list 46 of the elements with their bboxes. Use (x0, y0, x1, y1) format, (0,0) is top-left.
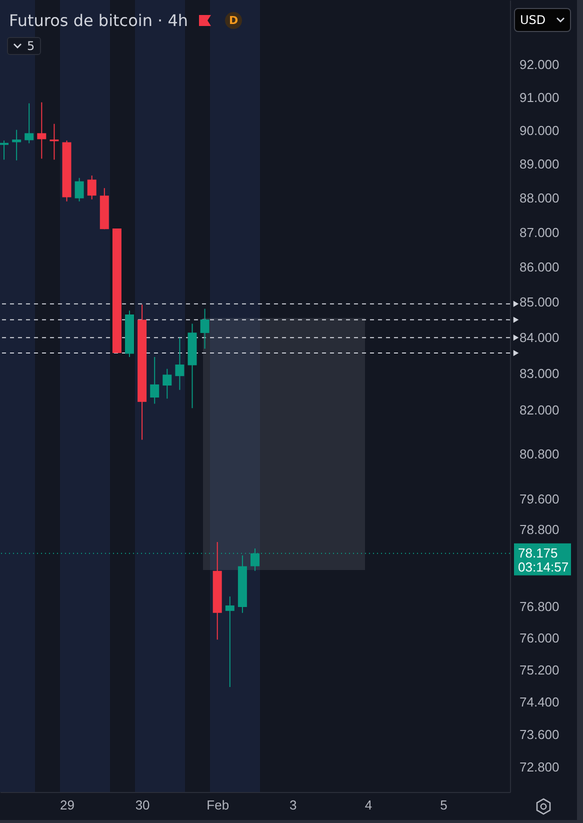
candlestick (12, 129, 22, 161)
annotation: 5 (27, 39, 35, 53)
y-tick-label: 90.000 (520, 123, 560, 138)
candlestick (225, 596, 234, 688)
y-tick-label: 79.600 (520, 492, 560, 507)
x-tick-label: 3 (290, 798, 297, 812)
candlestick (74, 177, 84, 202)
y-tick-label: 72.800 (520, 760, 560, 775)
candlestick (150, 356, 160, 404)
currency-dropdown: USD (514, 8, 571, 32)
candlestick (0, 140, 9, 160)
text: Futuros de bitcoin · 4h (9, 10, 188, 30)
x-tick-label: Feb (206, 798, 230, 812)
y-tick-label: 88.000 (520, 190, 560, 206)
y-tick-label: 74.400 (520, 694, 560, 710)
y-tick-label: 73.600 (520, 726, 560, 742)
y-tick-label: 78.800 (520, 522, 560, 537)
y-tick-label: 89.000 (520, 156, 560, 172)
candlestick (200, 308, 210, 350)
y-axis-title: USD (520, 13, 546, 27)
candlestick (175, 337, 184, 390)
candlestick (50, 123, 59, 160)
y-tick-label: 82.000 (520, 402, 560, 418)
candlestick (162, 368, 172, 400)
y-tick-label: 92.000 (520, 57, 560, 72)
x-tick-label: 5 (440, 798, 448, 812)
candlestick (24, 102, 34, 144)
y-tick-label: 83.000 (520, 366, 560, 382)
text: 03:14:57 (518, 559, 569, 574)
x-tick-label: 29 (60, 798, 74, 812)
y-tick-label: 85.000 (520, 294, 560, 310)
y-tick-label: 76.800 (520, 599, 560, 614)
y-tick-label: 80.800 (520, 446, 560, 462)
candlestick (37, 102, 46, 160)
x-tick-label: 30 (135, 798, 150, 812)
x-tick-label: 4 (364, 798, 372, 812)
y-tick-label: 76.000 (520, 630, 560, 646)
y-tick-label: 75.200 (520, 662, 560, 678)
y-tick-label: 87.000 (520, 224, 560, 240)
y-tick-label: 84.000 (520, 330, 560, 346)
ref-line-label: 78.175 (518, 545, 558, 560)
y-tick-label: 91.000 (520, 90, 560, 105)
annotation: D (225, 12, 242, 28)
candlestick (87, 175, 96, 200)
toggle-button: 5 (7, 37, 41, 55)
y-tick-label: 86.000 (520, 259, 560, 274)
